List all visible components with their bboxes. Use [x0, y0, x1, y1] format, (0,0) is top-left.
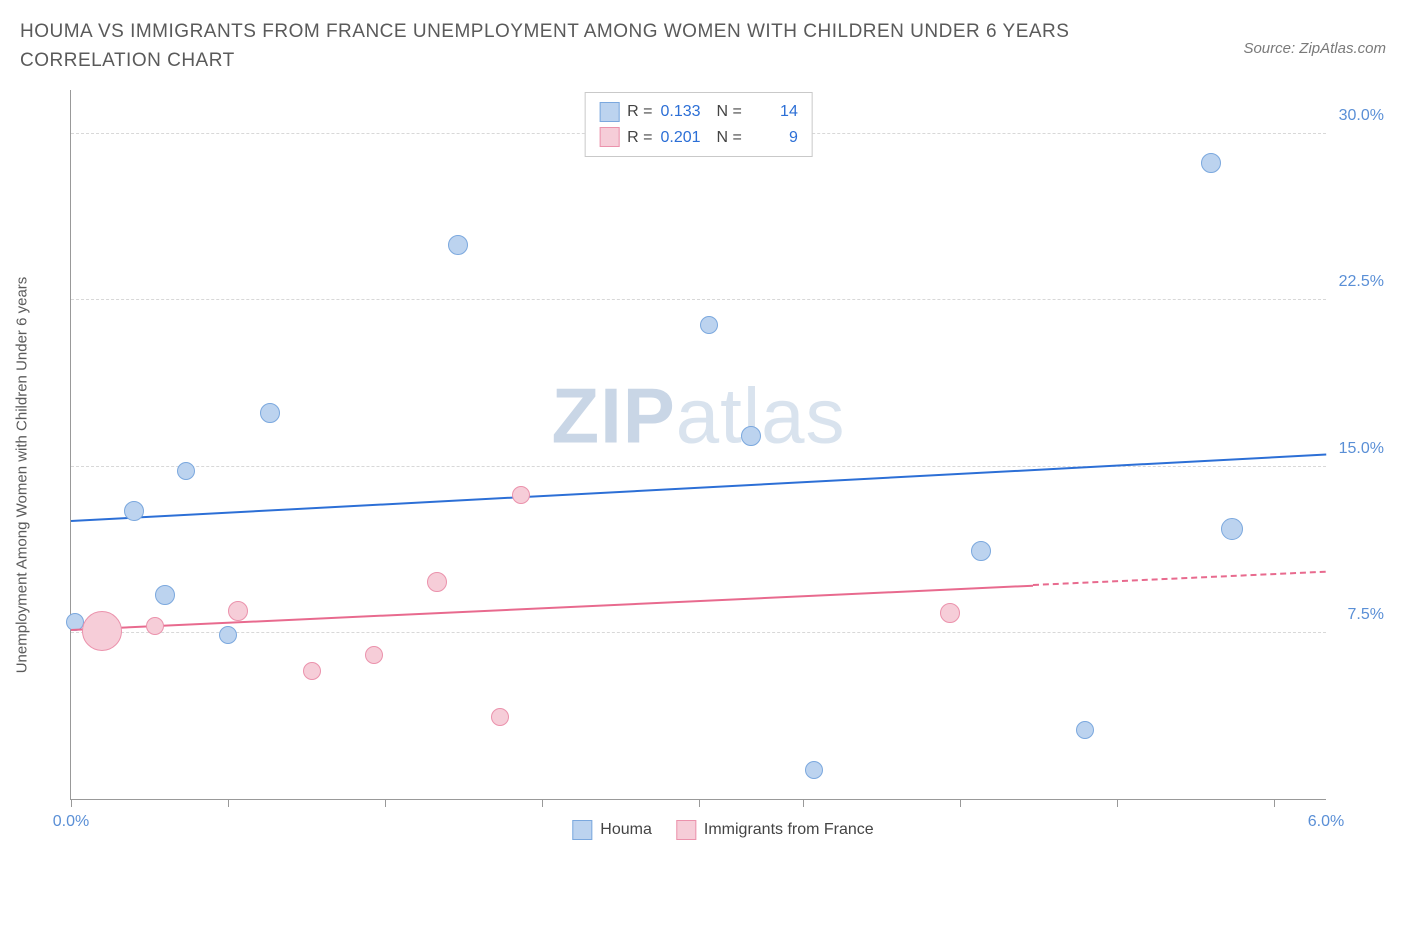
- data-point: [146, 617, 164, 635]
- plot-region: ZIPatlas R =0.133N =14R =0.201N = 9 7.5%…: [70, 90, 1326, 800]
- data-point: [82, 611, 122, 651]
- y-tick-label: 7.5%: [1348, 606, 1384, 624]
- data-point: [124, 501, 144, 521]
- legend-label: Houma: [600, 821, 652, 839]
- data-point: [491, 708, 509, 726]
- legend-swatch: [599, 102, 619, 122]
- data-point: [365, 646, 383, 664]
- x-tick-label: 6.0%: [1308, 813, 1344, 831]
- data-point: [512, 486, 530, 504]
- legend-swatch: [599, 127, 619, 147]
- data-point: [741, 426, 761, 446]
- data-point: [940, 603, 960, 623]
- data-point: [971, 541, 991, 561]
- trend-line: [71, 454, 1326, 522]
- x-tick: [960, 799, 961, 807]
- watermark: ZIPatlas: [551, 371, 845, 462]
- chart-title: HOUMA VS IMMIGRANTS FROM FRANCE UNEMPLOY…: [20, 18, 1120, 75]
- data-point: [448, 235, 468, 255]
- x-tick: [71, 799, 72, 807]
- x-tick: [542, 799, 543, 807]
- x-tick-label: 0.0%: [53, 813, 89, 831]
- legend-item: Immigrants from France: [676, 820, 874, 840]
- y-axis-label: Unemployment Among Women with Children U…: [14, 277, 31, 674]
- data-point: [219, 626, 237, 644]
- gridline: [71, 299, 1326, 300]
- data-point: [427, 572, 447, 592]
- x-tick: [385, 799, 386, 807]
- legend-n-label: N =: [717, 99, 742, 125]
- gridline: [71, 632, 1326, 633]
- x-tick: [1274, 799, 1275, 807]
- data-point: [1076, 721, 1094, 739]
- data-point: [303, 662, 321, 680]
- trend-line-extension: [1033, 571, 1326, 586]
- data-point: [1201, 153, 1221, 173]
- data-point: [700, 316, 718, 334]
- data-point: [260, 403, 280, 423]
- legend-r-value: 0.133: [661, 99, 709, 125]
- source-label: Source: ZipAtlas.com: [1243, 40, 1386, 57]
- legend-row: R = 0.133 N = 14: [599, 99, 798, 125]
- y-tick-label: 15.0%: [1339, 440, 1384, 458]
- chart-area: ZIPatlas R = 0.133 N = 14 R = 0.201 N = 9 7.5%…: [60, 90, 1386, 860]
- x-tick: [1117, 799, 1118, 807]
- y-tick-label: 22.5%: [1339, 273, 1384, 291]
- x-tick: [228, 799, 229, 807]
- data-point: [177, 462, 195, 480]
- legend-swatch: [572, 820, 592, 840]
- legend-correlation: R = 0.133 N = 14 R = 0.201 N = 9: [584, 92, 813, 157]
- legend-r-label: R =: [627, 125, 652, 151]
- x-tick: [803, 799, 804, 807]
- legend-n-value: 14: [750, 99, 798, 125]
- legend-item: Houma: [572, 820, 652, 840]
- legend-n-label: N =: [717, 125, 742, 151]
- x-tick: [699, 799, 700, 807]
- data-point: [155, 585, 175, 605]
- legend-r-label: R =: [627, 99, 652, 125]
- trend-line: [71, 584, 1033, 630]
- y-tick-label: 30.0%: [1339, 107, 1384, 125]
- legend-label: Immigrants from France: [704, 821, 874, 839]
- data-point: [1221, 518, 1243, 540]
- data-point: [805, 761, 823, 779]
- gridline: [71, 466, 1326, 467]
- legend-n-value: 9: [750, 125, 798, 151]
- legend-series: Houma Immigrants from France: [572, 820, 873, 840]
- legend-swatch: [676, 820, 696, 840]
- data-point: [228, 601, 248, 621]
- legend-r-value: 0.201: [661, 125, 709, 151]
- legend-row: R = 0.201 N = 9: [599, 125, 798, 151]
